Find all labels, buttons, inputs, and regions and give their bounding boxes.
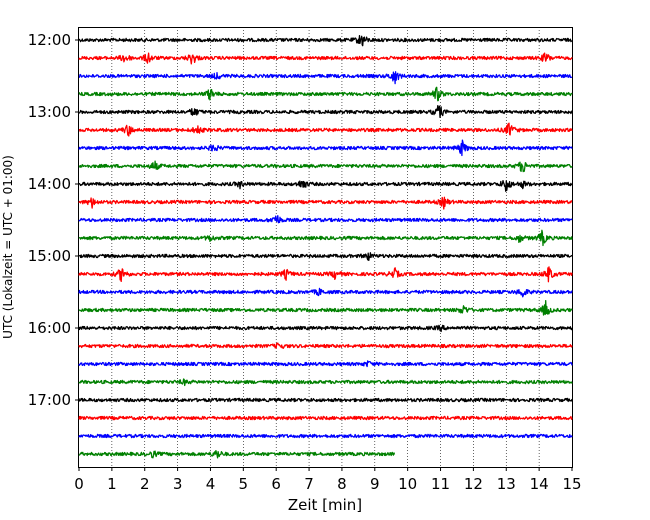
x-tick-label: 11 [431,475,450,493]
y-tick-label: 16:00 [28,319,71,337]
trace-1715 [78,415,573,421]
x-tick-label: 3 [173,475,183,493]
trace-1545 [78,300,573,316]
trace-1730 [78,433,573,439]
x-tick-label: 13 [497,475,516,493]
trace-1600 [78,324,573,333]
trace-1615 [78,342,573,349]
trace-1500 [78,252,573,262]
trace-1215 [78,52,573,65]
trace-1630 [78,360,573,368]
x-tick-label: 12 [464,475,483,493]
y-axis-label: UTC (Lokalzeit = UTC + 01:00) [1,155,15,339]
plot-frame [78,27,573,468]
traces [78,34,573,459]
x-tick-label: 4 [206,475,216,493]
x-tick-label: 2 [140,475,150,493]
trace-1345 [78,160,573,173]
trace-1200 [78,34,573,47]
x-tick-label: 5 [239,475,249,493]
trace-1245 [78,86,573,102]
x-tick-label: 6 [271,475,281,493]
x-axis-label: Zeit [min] [288,496,362,514]
x-tick-label: 15 [562,475,581,493]
trace-1230 [78,71,573,85]
x-tick-label: 8 [337,475,347,493]
x-tick-label: 14 [530,475,549,493]
trace-1430 [78,215,573,224]
y-tick-label: 15:00 [28,247,71,265]
x-tick-label: 1 [107,475,117,493]
x-axis-ticks: 0 1 2 3 4 5 6 7 8 9 10 11 12 13 14 15 [74,467,582,493]
trace-1700 [78,397,573,403]
x-tick-label: 9 [370,475,380,493]
y-tick-label: 13:00 [28,103,71,121]
trace-1745 [78,449,396,459]
x-tick-label: 0 [74,475,84,493]
trace-1645 [78,378,573,387]
trace-1445 [78,229,573,247]
trace-1530 [78,287,573,298]
y-tick-label: 17:00 [28,391,71,409]
x-grid [111,27,540,467]
trace-1315 [78,122,573,137]
trace-1515 [78,266,573,283]
y-axis-ticks: 12:00 13:00 14:00 15:00 16:00 17:00 [28,31,79,409]
y-tick-label: 12:00 [28,31,71,49]
trace-1400 [78,179,573,192]
x-tick-label: 7 [304,475,314,493]
x-tick-label: 10 [398,475,417,493]
y-tick-label: 14:00 [28,175,71,193]
trace-1330 [78,139,573,157]
trace-1415 [78,196,573,210]
trace-1300 [78,105,573,119]
